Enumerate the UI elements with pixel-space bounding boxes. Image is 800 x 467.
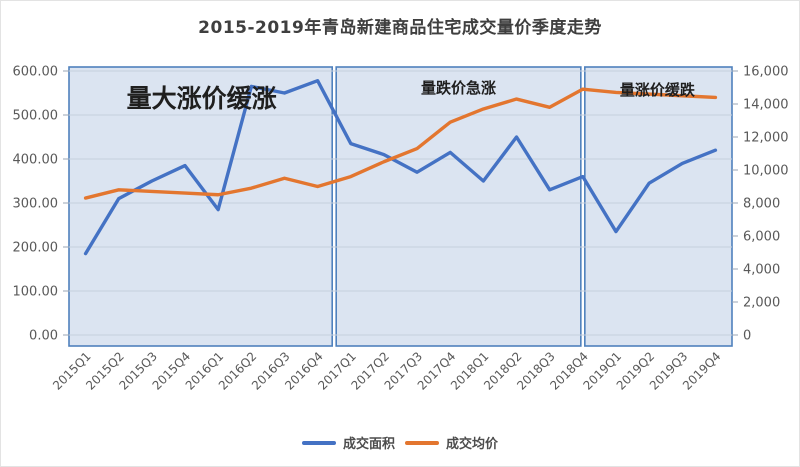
panel-box (335, 66, 582, 347)
legend-item-price: 成交均价 (405, 433, 498, 452)
chart-title: 2015-2019年青岛新建商品住宅成交量价季度走势 (198, 18, 602, 38)
left-axis-tick-label: 200.00 (13, 241, 59, 256)
right-axis-tick-label: 12,000 (743, 131, 789, 146)
right-axis-tick-label: 0 (743, 329, 751, 344)
right-axis-tick-label: 6,000 (743, 230, 780, 245)
left-axis-tick-label: 300.00 (13, 197, 59, 212)
area-series-line (83, 78, 718, 256)
price-series-label: 成交均价 (446, 437, 499, 452)
annotation-label: 量大涨价缓涨 (127, 84, 277, 113)
left-axis-tick-label: 600.00 (13, 65, 59, 80)
area-series-swatch (301, 440, 336, 445)
left-axis-tick-label: 400.00 (13, 153, 59, 168)
left-axis-tick-label: 100.00 (13, 285, 59, 300)
area-series-label: 成交面积 (342, 437, 395, 452)
right-axis-tick-label: 2,000 (743, 296, 780, 311)
right-axis-tick-label: 8,000 (743, 197, 780, 212)
panel-box (584, 66, 733, 347)
annotation-label: 量涨价缓跌 (620, 81, 696, 99)
right-axis-tick-label: 14,000 (743, 98, 789, 113)
left-axis-tick-label: 0.00 (29, 329, 58, 344)
legend-item-area: 成交面积 (301, 433, 395, 452)
chart-legend: 成交面积 成交均价 (1, 433, 799, 452)
price-series-swatch (405, 440, 439, 445)
right-axis-tick-label: 16,000 (743, 65, 789, 80)
annotation-label: 量跌价急涨 (421, 79, 496, 97)
price-series-line (83, 87, 718, 200)
right-axis-tick-label: 4,000 (743, 263, 780, 278)
right-axis-tick-label: 10,000 (743, 164, 789, 179)
left-axis-tick-label: 500.00 (13, 109, 59, 124)
